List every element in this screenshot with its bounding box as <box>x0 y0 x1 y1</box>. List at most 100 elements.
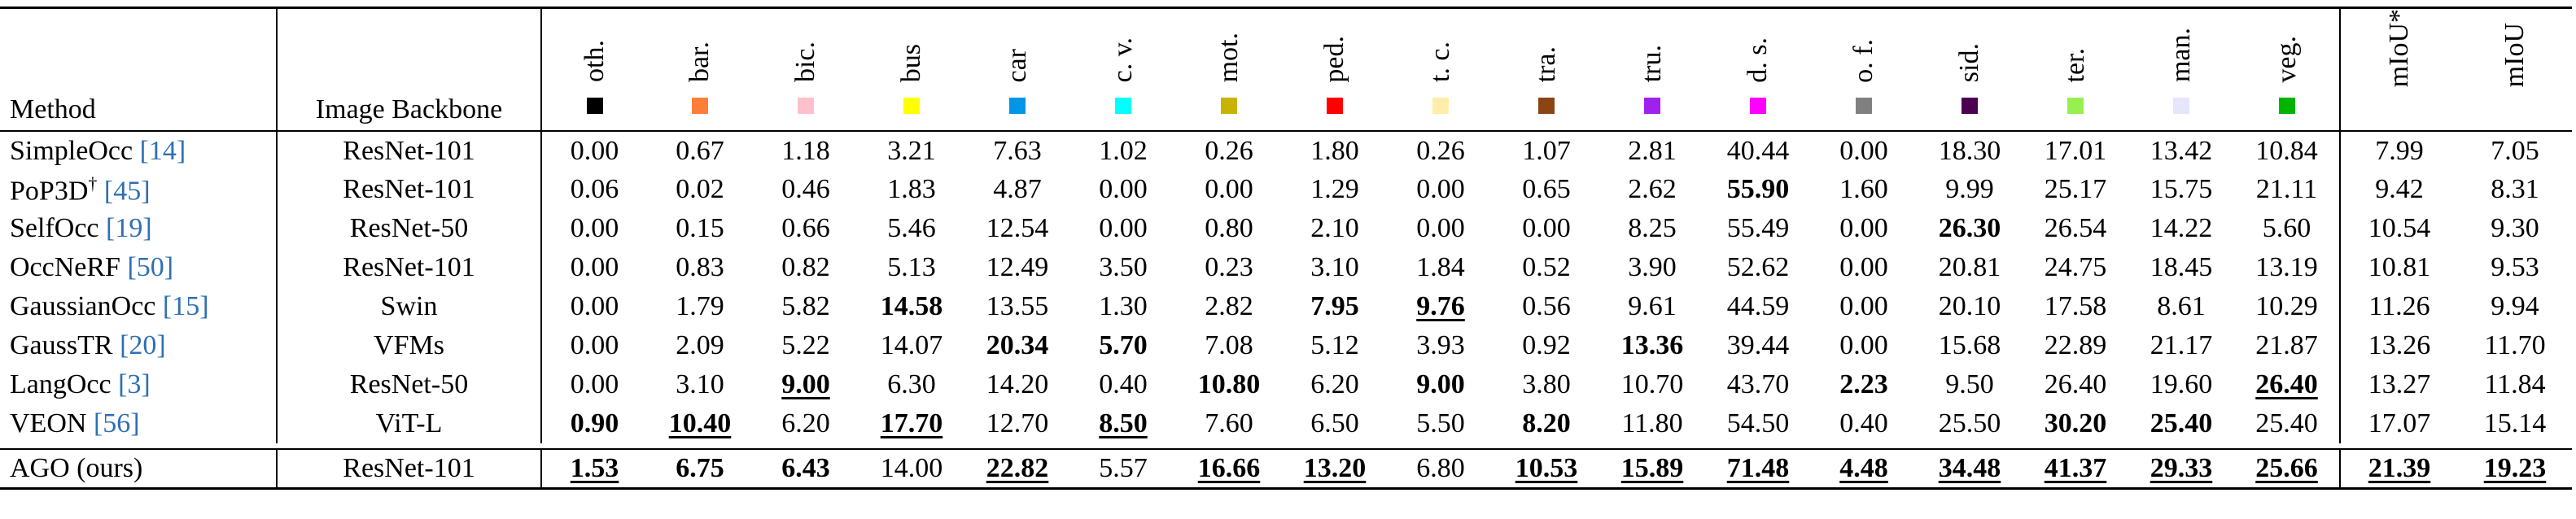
value-cell: 7.99 <box>2340 131 2458 170</box>
value-text: 9.00 <box>781 369 830 400</box>
method-ref: [19] <box>106 213 152 244</box>
value-text: 7.63 <box>993 135 1042 166</box>
metric-name: mIoU <box>2499 23 2530 88</box>
value-cell: 25.40 <box>2234 404 2341 444</box>
value-text: 0.23 <box>1205 252 1253 283</box>
value-text: 12.70 <box>986 408 1049 439</box>
class-name: o. f. <box>1848 38 1878 83</box>
value-cell: 0.00 <box>1070 170 1176 209</box>
value-text: 0.90 <box>570 408 619 439</box>
header-text: Image Backbone <box>315 94 503 125</box>
value-text: 1.29 <box>1310 174 1359 205</box>
value-text: 0.52 <box>1522 252 1571 283</box>
class-color <box>2067 98 2084 115</box>
method-cell: VEON [56] <box>0 404 278 444</box>
value-cell: 3.21 <box>859 131 964 170</box>
value-cell: 2.09 <box>647 326 753 365</box>
value-cell: 19.23 <box>2458 449 2572 488</box>
value-text: 11.26 <box>2368 291 2430 322</box>
value-text: 0.56 <box>1522 291 1571 322</box>
value-cell: 10.53 <box>1494 449 1599 488</box>
value-cell: 29.33 <box>2128 449 2234 488</box>
value-text: 25.50 <box>1938 408 2001 439</box>
value-text: 13.36 <box>1620 330 1684 361</box>
table-row: PoP3D† [45] ResNet-101 0.06 0.02 0.46 1.83 4.8… <box>0 170 2572 210</box>
value-text: 8.31 <box>2491 174 2539 205</box>
value-cell: 0.00 <box>1070 209 1176 248</box>
value-text: 0.40 <box>1839 408 1888 439</box>
value-cell: 15.75 <box>2128 170 2234 209</box>
value-cell: 2.10 <box>1282 209 1388 248</box>
value-text: 52.62 <box>1726 252 1790 283</box>
method-cell: AGO (ours) <box>0 449 278 489</box>
value-text: 21.87 <box>2255 330 2318 361</box>
value-text: 0.00 <box>1205 174 1253 205</box>
value-cell: 8.20 <box>1494 404 1599 443</box>
value-cell: 13.19 <box>2234 248 2341 288</box>
value-text: 17.70 <box>880 408 943 439</box>
value-cell: 26.40 <box>2234 365 2341 405</box>
class-header: tru. <box>1599 8 1705 132</box>
value-text: 1.79 <box>676 291 724 322</box>
class-color <box>1009 98 1026 115</box>
value-cell: 12.49 <box>964 248 1070 287</box>
value-text: 16.66 <box>1197 453 1261 484</box>
class-color <box>798 98 814 115</box>
method-name: LangOcc <box>10 369 112 400</box>
value-text: 10.81 <box>2368 252 2431 283</box>
value-cell: 1.07 <box>1494 131 1599 170</box>
value-text: 15.14 <box>2483 408 2547 439</box>
class-header: t. c. <box>1388 8 1494 132</box>
value-cell: 0.00 <box>1176 170 1282 209</box>
backbone-name: ResNet-50 <box>349 213 469 244</box>
value-cell: 13.55 <box>964 287 1070 326</box>
value-cell: 1.29 <box>1282 170 1388 209</box>
backbone-name: ResNet-101 <box>343 252 475 283</box>
value-text: 39.44 <box>1726 330 1790 361</box>
value-text: 0.66 <box>781 213 830 244</box>
class-header: sid. <box>1917 8 2023 132</box>
value-text: 9.42 <box>2375 174 2424 205</box>
value-text: 6.20 <box>1310 369 1359 400</box>
class-header: o. f. <box>1811 8 1917 132</box>
value-text: 0.00 <box>570 135 619 166</box>
value-text: 7.05 <box>2491 135 2539 166</box>
value-text: 41.37 <box>2044 453 2107 484</box>
method-name: SimpleOcc <box>10 135 133 166</box>
value-cell: 3.10 <box>647 365 753 404</box>
value-cell: 0.00 <box>541 209 647 248</box>
method-cell: GaussianOcc [15] <box>0 287 278 327</box>
value-text: 12.49 <box>986 252 1049 283</box>
value-text: 5.50 <box>1416 408 1465 439</box>
backbone-name: VFMs <box>374 330 444 361</box>
value-text: 5.46 <box>887 213 936 244</box>
value-text: 34.48 <box>1938 453 2001 484</box>
value-text: 55.90 <box>1726 174 1790 205</box>
value-text: 0.00 <box>1416 213 1465 244</box>
value-cell: 3.50 <box>1070 248 1176 287</box>
class-name: tru. <box>1637 45 1667 83</box>
value-cell: 5.70 <box>1070 326 1176 365</box>
value-cell: 9.99 <box>1917 170 2023 209</box>
value-text: 9.53 <box>2491 252 2539 283</box>
value-cell: 1.18 <box>753 131 859 170</box>
class-header: tra. <box>1494 8 1599 132</box>
class-name: veg. <box>2271 35 2302 83</box>
value-text: 12.54 <box>986 213 1049 244</box>
value-text: 1.84 <box>1416 252 1465 283</box>
method-ref: [56] <box>93 408 140 439</box>
value-cell: 0.40 <box>1811 404 1917 443</box>
backbone-cell: ResNet-101 <box>277 449 542 489</box>
value-text: 6.43 <box>781 453 830 484</box>
value-cell: 22.89 <box>2023 326 2128 365</box>
value-cell: 18.30 <box>1917 131 2023 170</box>
value-cell: 9.42 <box>2340 170 2458 209</box>
value-text: 0.00 <box>570 291 619 322</box>
value-cell: 26.54 <box>2023 209 2128 248</box>
value-cell: 0.40 <box>1070 365 1176 404</box>
value-text: 25.17 <box>2044 174 2107 205</box>
value-text: 0.65 <box>1522 174 1571 205</box>
value-text: 24.75 <box>2044 252 2107 283</box>
value-cell: 26.30 <box>1917 209 2023 248</box>
value-text: 1.07 <box>1522 135 1571 166</box>
